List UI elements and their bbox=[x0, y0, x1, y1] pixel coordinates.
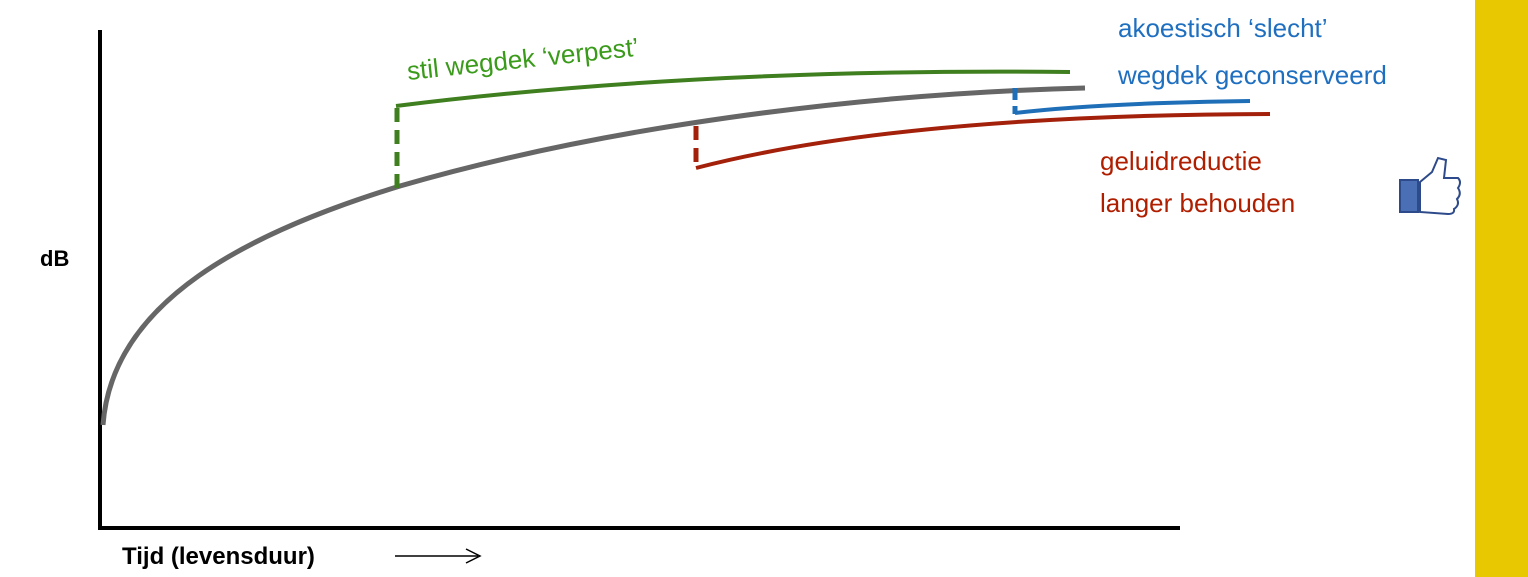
thumbs-up-icon bbox=[1399, 156, 1461, 216]
blue-label: akoestisch ‘slecht’ bbox=[1118, 13, 1328, 43]
x-axis-label: Tijd (levensduur) bbox=[122, 543, 315, 570]
base-curve bbox=[100, 85, 1086, 426]
red-label: geluidreductie bbox=[1100, 146, 1262, 176]
y-axis-label: dB bbox=[40, 246, 69, 271]
green-curve bbox=[395, 69, 1071, 108]
blue-curve bbox=[1014, 99, 1251, 115]
arrow-head bbox=[465, 548, 482, 564]
blue-label: wegdek geconserveerd bbox=[1117, 60, 1387, 90]
red-curve bbox=[695, 112, 1271, 170]
red-label: langer behouden bbox=[1100, 188, 1295, 218]
side-bar bbox=[1475, 0, 1528, 577]
